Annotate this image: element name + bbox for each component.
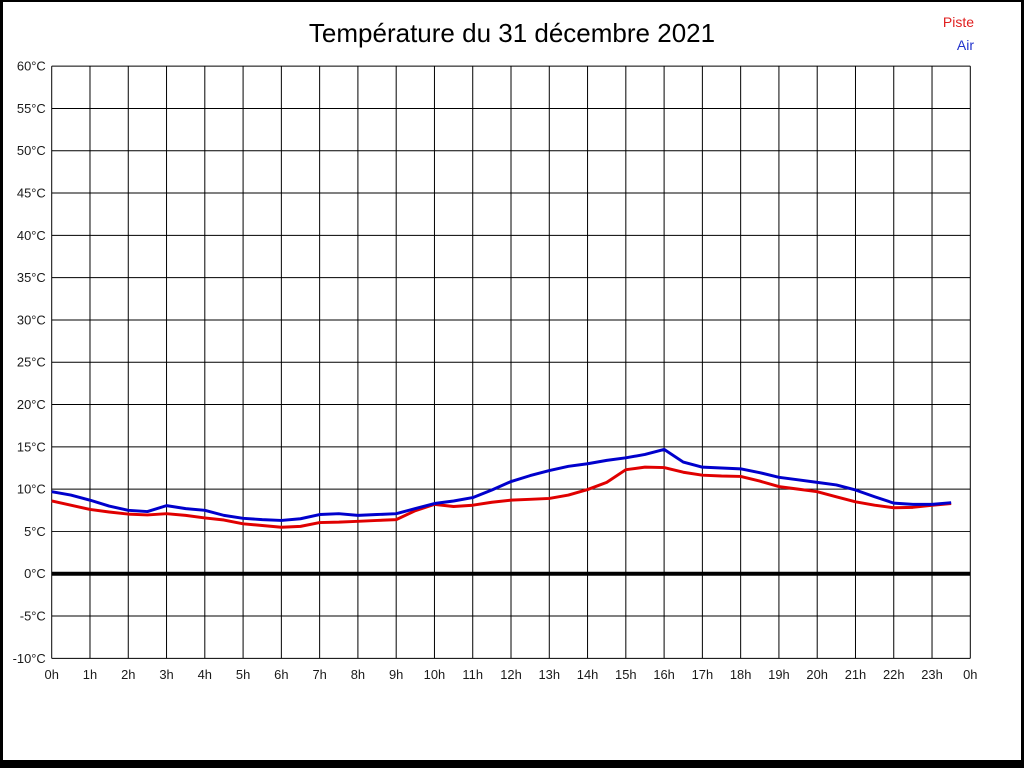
- y-tick-label: -10°C: [13, 651, 46, 666]
- x-tick-label: 14h: [577, 667, 599, 682]
- chart-title: Température du 31 décembre 2021: [308, 18, 716, 48]
- y-tick-label: 45°C: [17, 186, 46, 201]
- x-tick-label: 16h: [653, 667, 675, 682]
- y-tick-label: 30°C: [17, 312, 46, 327]
- x-tick-label: 11h: [462, 667, 483, 682]
- legend-item-air: Air: [956, 37, 974, 53]
- series-line-air: [51, 447, 952, 522]
- x-tick-label: 4h: [198, 667, 212, 682]
- y-tick-label: 0°C: [24, 566, 46, 581]
- x-tick-label: 7h: [312, 667, 326, 682]
- x-tick-label: 3h: [159, 667, 173, 682]
- y-tick-label: 20°C: [17, 397, 46, 412]
- x-tick-label: 6h: [274, 667, 288, 682]
- y-tick-label: 60°C: [17, 59, 46, 74]
- x-tick-label: 18h: [730, 667, 752, 682]
- x-tick-label: 0h: [963, 667, 977, 682]
- x-tick-label: 23h: [921, 667, 943, 682]
- x-tick-label: 20h: [806, 667, 828, 682]
- x-tick-label: 9h: [389, 667, 403, 682]
- y-tick-label: 25°C: [17, 355, 46, 370]
- chart-svg: 60°C 55°C 50°C 45°C 40°C 35°C 30°C 25°C 20°C 15°C…: [13, 59, 978, 682]
- grid: [51, 65, 971, 659]
- x-tick-label: 8h: [351, 667, 365, 682]
- series-line-piste: [51, 465, 952, 529]
- y-tick-label: 40°C: [17, 228, 46, 243]
- y-tick-label: 35°C: [17, 270, 46, 285]
- y-tick-label: 55°C: [17, 101, 46, 116]
- x-tick-label: 19h: [768, 667, 790, 682]
- x-tick-label: 10h: [424, 667, 446, 682]
- x-tick-label: 21h: [845, 667, 867, 682]
- x-tick-label: 15h: [615, 667, 637, 682]
- y-axis-labels: 60°C 55°C 50°C 45°C 40°C 35°C 30°C 25°C 20°C 15°C…: [13, 59, 46, 666]
- legend: Piste Air: [943, 11, 974, 57]
- x-tick-label: 17h: [692, 667, 714, 682]
- y-tick-label: -5°C: [20, 609, 46, 624]
- x-axis-labels: 0h 1h 2h 3h 4h 5h 6h 7h 8h 9h 10h 11h 12h 13h 14h 15h 16…: [45, 667, 978, 682]
- x-tick-label: 13h: [539, 667, 561, 682]
- x-tick-label: 0h: [45, 667, 59, 682]
- y-tick-label: 50°C: [17, 143, 46, 158]
- x-tick-label: 5h: [236, 667, 250, 682]
- y-tick-label: 10°C: [17, 482, 46, 497]
- x-tick-label: 12h: [500, 667, 522, 682]
- legend-item-piste: Piste: [942, 14, 974, 30]
- x-tick-label: 22h: [883, 667, 905, 682]
- y-tick-label: 5°C: [24, 524, 46, 539]
- y-tick-label: 15°C: [17, 439, 46, 454]
- x-tick-label: 1h: [83, 667, 97, 682]
- x-tick-label: 2h: [121, 667, 135, 682]
